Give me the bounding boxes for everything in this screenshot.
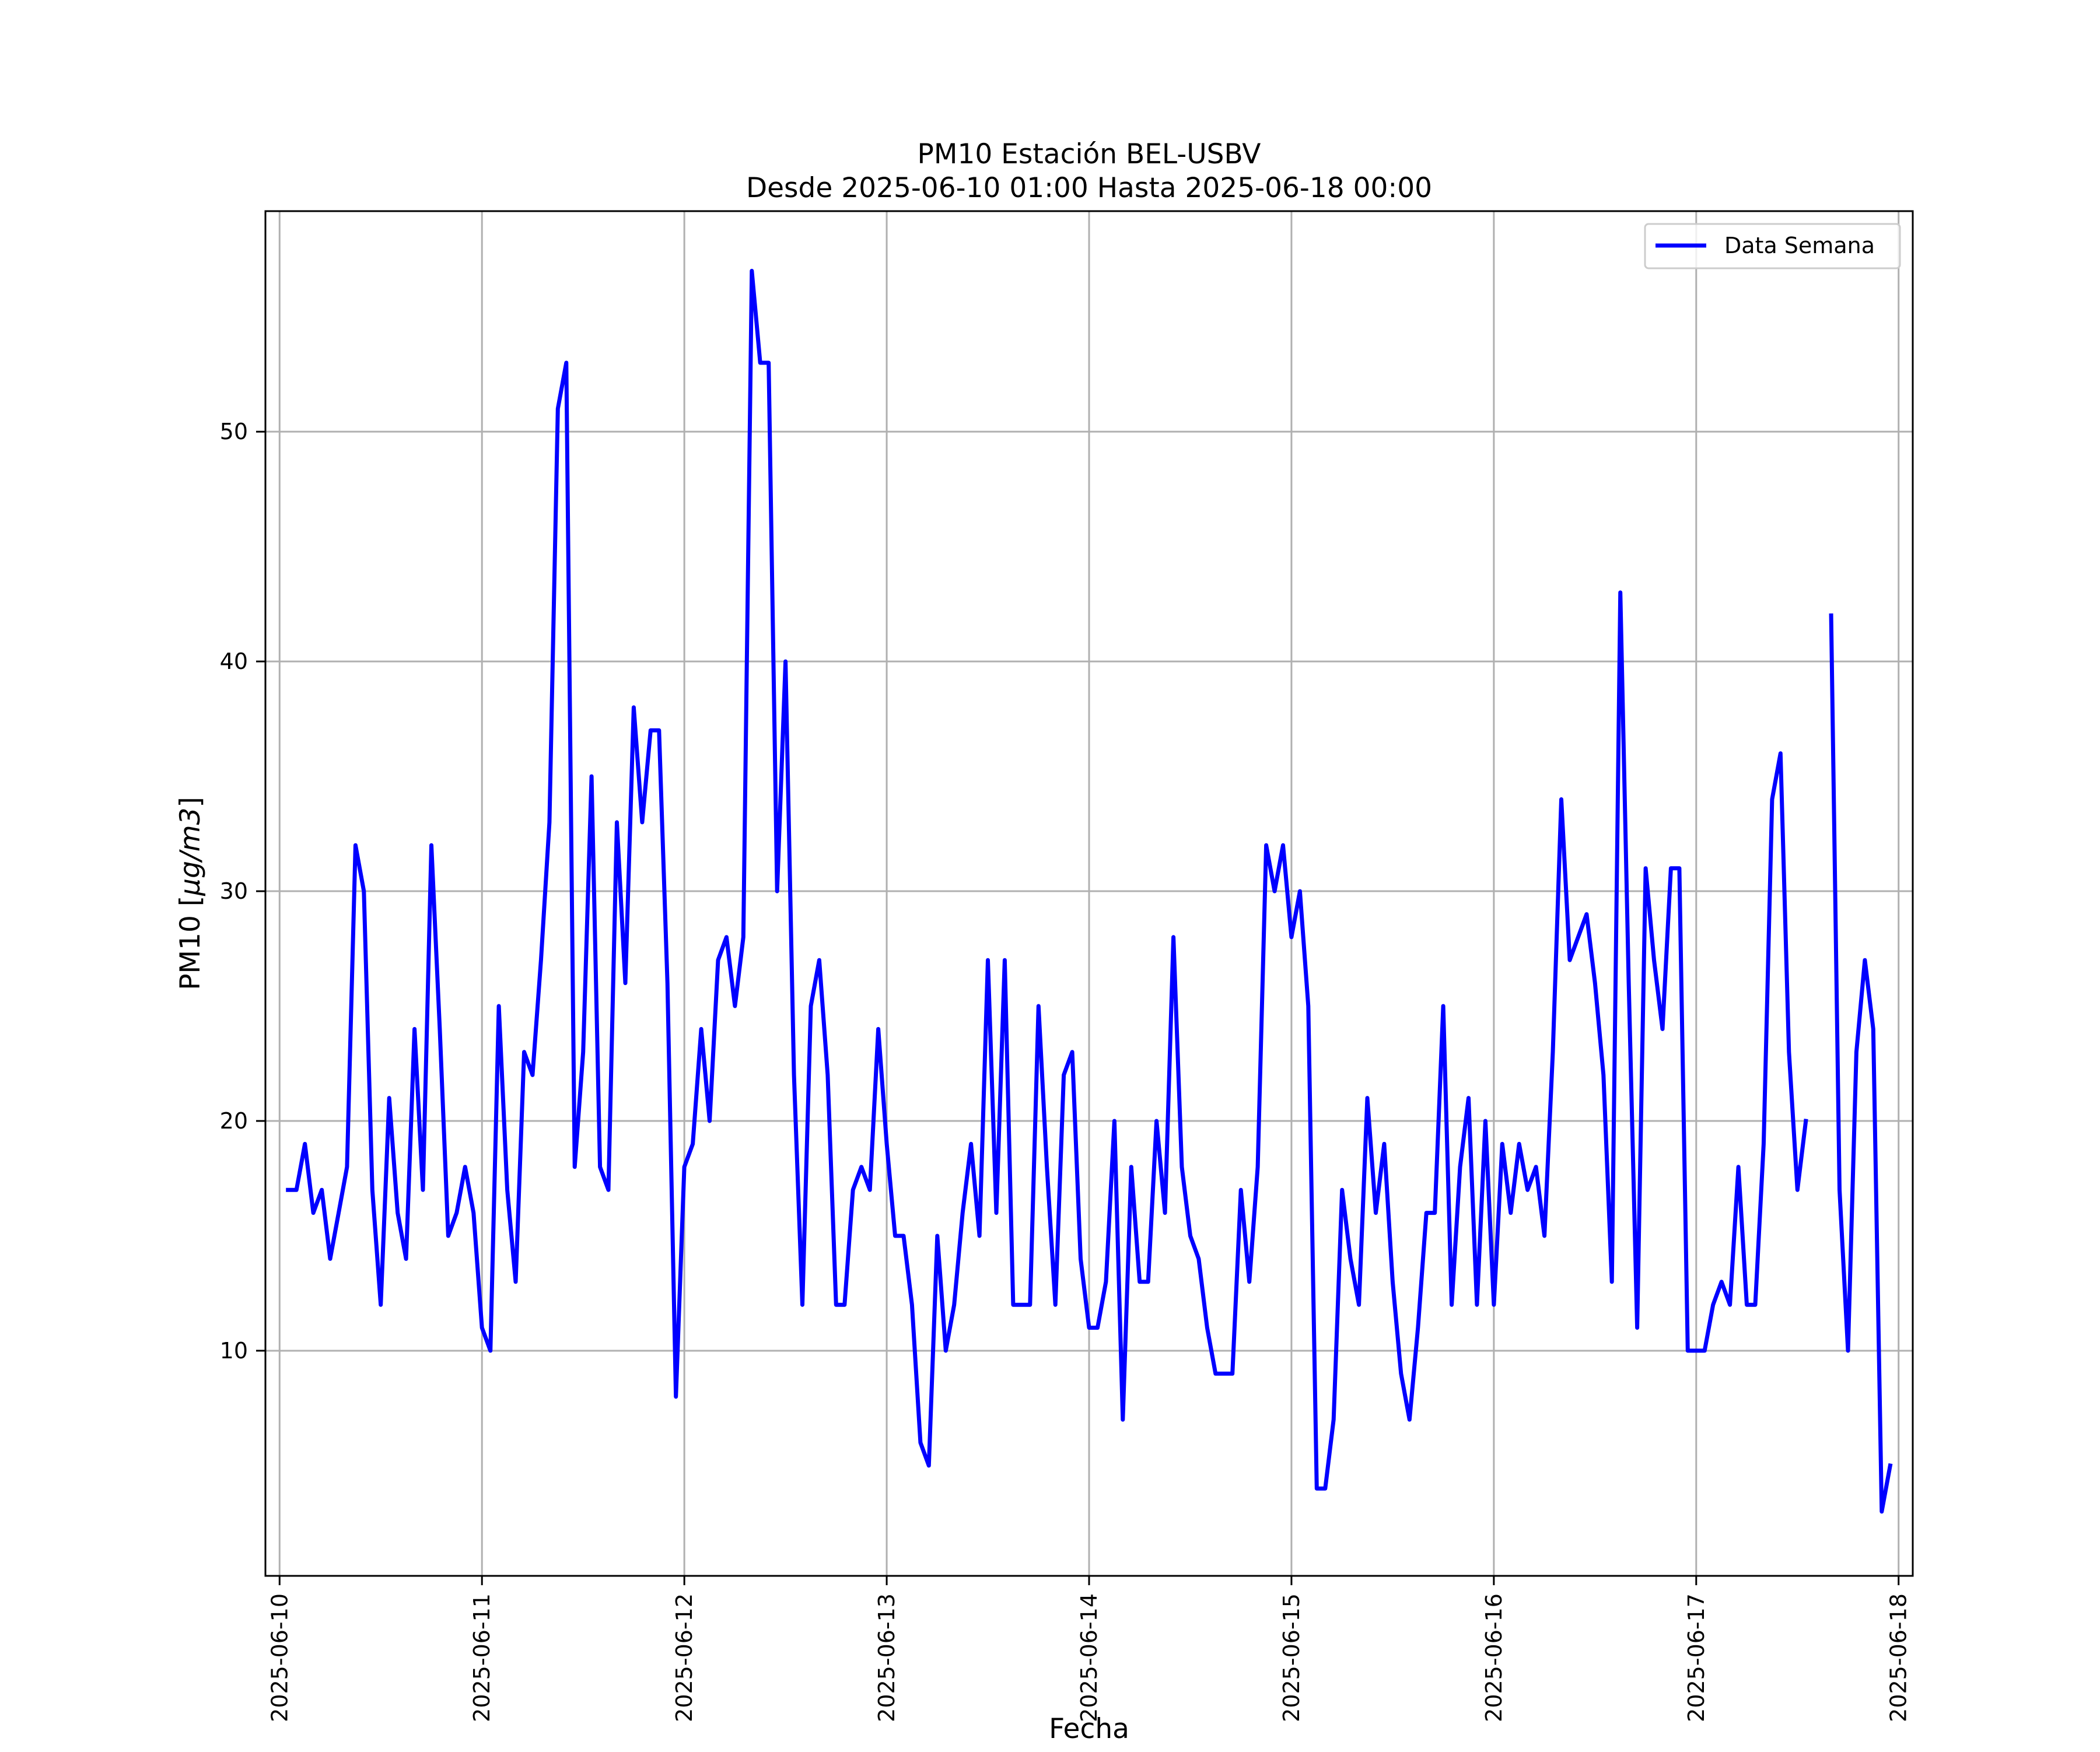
- ticks: 2025-06-10 2025-06-11 2025-06-12 2025-06-13…: [220, 419, 1912, 1722]
- chart-title: PM10 Estación BEL-USBV: [918, 138, 1261, 170]
- x-tick-label: 2025-06-17: [1684, 1593, 1709, 1722]
- x-tick-label: 2025-06-14: [1076, 1593, 1102, 1722]
- grid: [265, 211, 1913, 1576]
- series-data-semana: [286, 268, 1893, 1514]
- x-tick-label: 2025-06-10: [267, 1593, 292, 1722]
- y-tick-label: 50: [220, 419, 248, 444]
- y-tick-label: 20: [220, 1108, 248, 1134]
- x-tick-label: 2025-06-16: [1481, 1593, 1507, 1722]
- series-line: [286, 268, 1808, 1491]
- legend-label: Data Semana: [1724, 233, 1875, 258]
- series-line: [1829, 613, 1893, 1514]
- x-tick-label: 2025-06-15: [1279, 1593, 1304, 1722]
- x-tick-label: 2025-06-11: [469, 1593, 495, 1722]
- x-tick-label: 2025-06-13: [874, 1593, 900, 1722]
- legend-box: [1644, 223, 1901, 269]
- y-tick-label: 40: [220, 649, 248, 674]
- legend: Data Semana: [1644, 223, 1901, 269]
- x-axis-label: Fecha: [1049, 1713, 1129, 1745]
- x-tick-label: 2025-06-18: [1886, 1593, 1912, 1722]
- y-tick-label: 10: [220, 1338, 248, 1364]
- chart-subtitle: Desde 2025-06-10 01:00 Hasta 2025-06-18 …: [746, 172, 1432, 204]
- y-axis-label: PM10 [μg/m3]: [174, 797, 206, 990]
- x-tick-label: 2025-06-12: [671, 1593, 697, 1722]
- y-tick-label: 30: [220, 878, 248, 904]
